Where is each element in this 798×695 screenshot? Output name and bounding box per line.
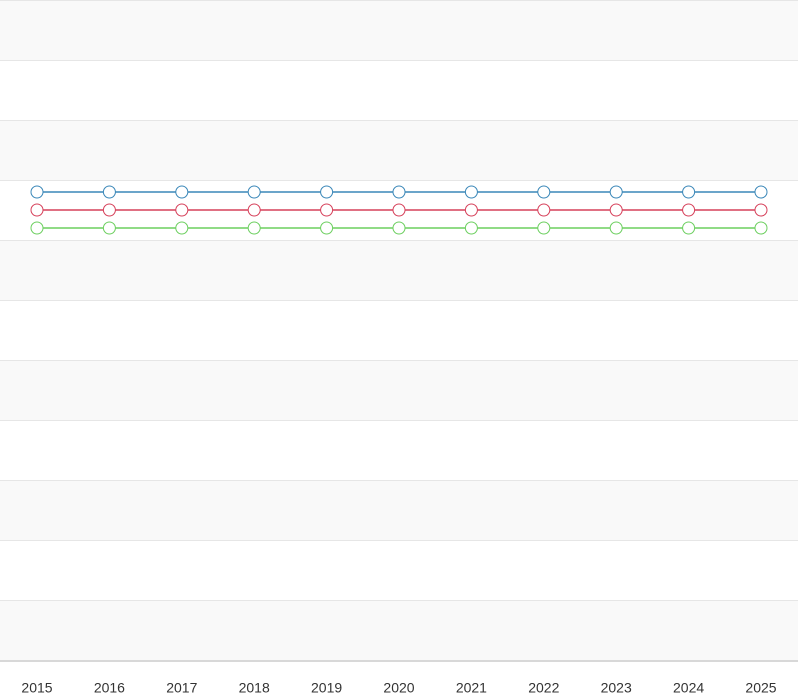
point: [682, 203, 696, 217]
point: [392, 221, 406, 235]
x-tick-label: 2022: [528, 680, 559, 695]
point: [609, 185, 623, 199]
x-tick-label: 2015: [21, 680, 52, 695]
point: [175, 203, 189, 217]
grid-band: [0, 600, 798, 660]
point: [537, 203, 551, 217]
point: [30, 185, 44, 199]
point: [30, 221, 44, 235]
x-tick-label: 2021: [456, 680, 487, 695]
point: [175, 221, 189, 235]
grid-band: [0, 60, 798, 120]
point: [682, 185, 696, 199]
point: [102, 185, 116, 199]
point: [464, 221, 478, 235]
point: [682, 221, 696, 235]
grid-band: [0, 540, 798, 600]
point: [464, 185, 478, 199]
grid-band: [0, 240, 798, 300]
x-tick-label: 2016: [94, 680, 125, 695]
point: [754, 185, 768, 199]
point: [537, 185, 551, 199]
point: [102, 203, 116, 217]
x-tick-label: 2018: [239, 680, 270, 695]
point: [537, 221, 551, 235]
x-tick-label: 2024: [673, 680, 704, 695]
x-tick-label: 2023: [601, 680, 632, 695]
point: [464, 203, 478, 217]
grid-band: [0, 420, 798, 480]
grid-band: [0, 480, 798, 540]
grid-band: [0, 0, 798, 60]
grid-band: [0, 120, 798, 180]
point: [754, 203, 768, 217]
point: [609, 203, 623, 217]
point: [247, 221, 261, 235]
x-tick-label: 2020: [383, 680, 414, 695]
x-tick-label: 2019: [311, 680, 342, 695]
point: [392, 203, 406, 217]
x-tick-label: 2017: [166, 680, 197, 695]
point: [247, 203, 261, 217]
point: [30, 203, 44, 217]
x-tick-label: 2025: [745, 680, 776, 695]
grid-band: [0, 360, 798, 420]
point: [102, 221, 116, 235]
point: [392, 185, 406, 199]
point: [320, 185, 334, 199]
point: [320, 203, 334, 217]
point: [609, 221, 623, 235]
point: [320, 221, 334, 235]
point: [175, 185, 189, 199]
point: [247, 185, 261, 199]
point: [754, 221, 768, 235]
grid-band: [0, 300, 798, 360]
